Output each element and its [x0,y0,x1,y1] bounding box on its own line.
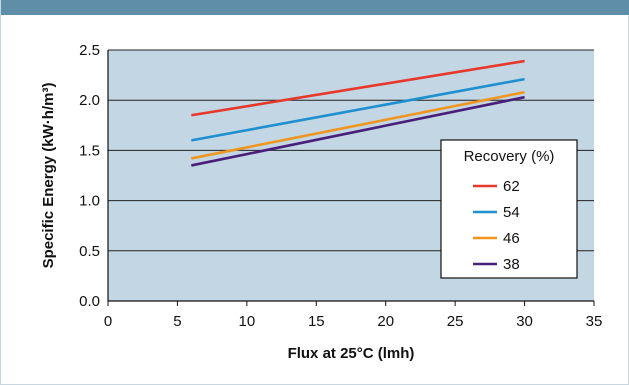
series-line-46 [191,90,525,160]
y-tick-labels: 0.0 0.5 1.0 1.5 2.0 2.5 [79,42,100,310]
legend-label: 46 [503,230,520,247]
x-tick-label: 30 [516,313,533,330]
legend-label: 62 [503,178,520,195]
x-axis-title: Flux at 25°C (lmh) [288,345,415,362]
legend-title: Recovery (%) [464,148,555,165]
y-tick-label: 1.5 [79,142,100,159]
legend-label: 38 [503,256,520,273]
axes [107,50,595,306]
series-line-38 [191,95,525,167]
x-tick-label: 10 [239,313,256,330]
series-lines [191,59,525,167]
x-tick-label: 5 [173,313,181,330]
y-tick-label: 1.0 [79,193,100,210]
x-tick-label: 15 [308,313,325,330]
y-axis-title: Specific Energy (kW·h/m³) [40,83,57,269]
x-tick-label: 20 [377,313,394,330]
series-line-62 [191,59,525,117]
legend-box [440,139,578,279]
series-line-54 [191,77,525,142]
y-tick-label: 2.5 [79,42,100,59]
y-tick-label: 0.5 [79,243,100,260]
x-tick-label: 0 [104,313,112,330]
y-tick-label: 0.0 [79,293,100,310]
legend-items: 62 54 46 38 [473,178,520,273]
y-tick-label: 2.0 [79,92,100,109]
x-tick-label: 35 [586,313,603,330]
x-tick-labels: 0 5 10 15 20 25 30 35 [104,313,603,330]
x-tick-label: 25 [447,313,464,330]
header-bar [1,0,629,15]
legend-label: 54 [503,204,520,221]
legend: Recovery (%) 62 54 46 38 [440,139,578,279]
